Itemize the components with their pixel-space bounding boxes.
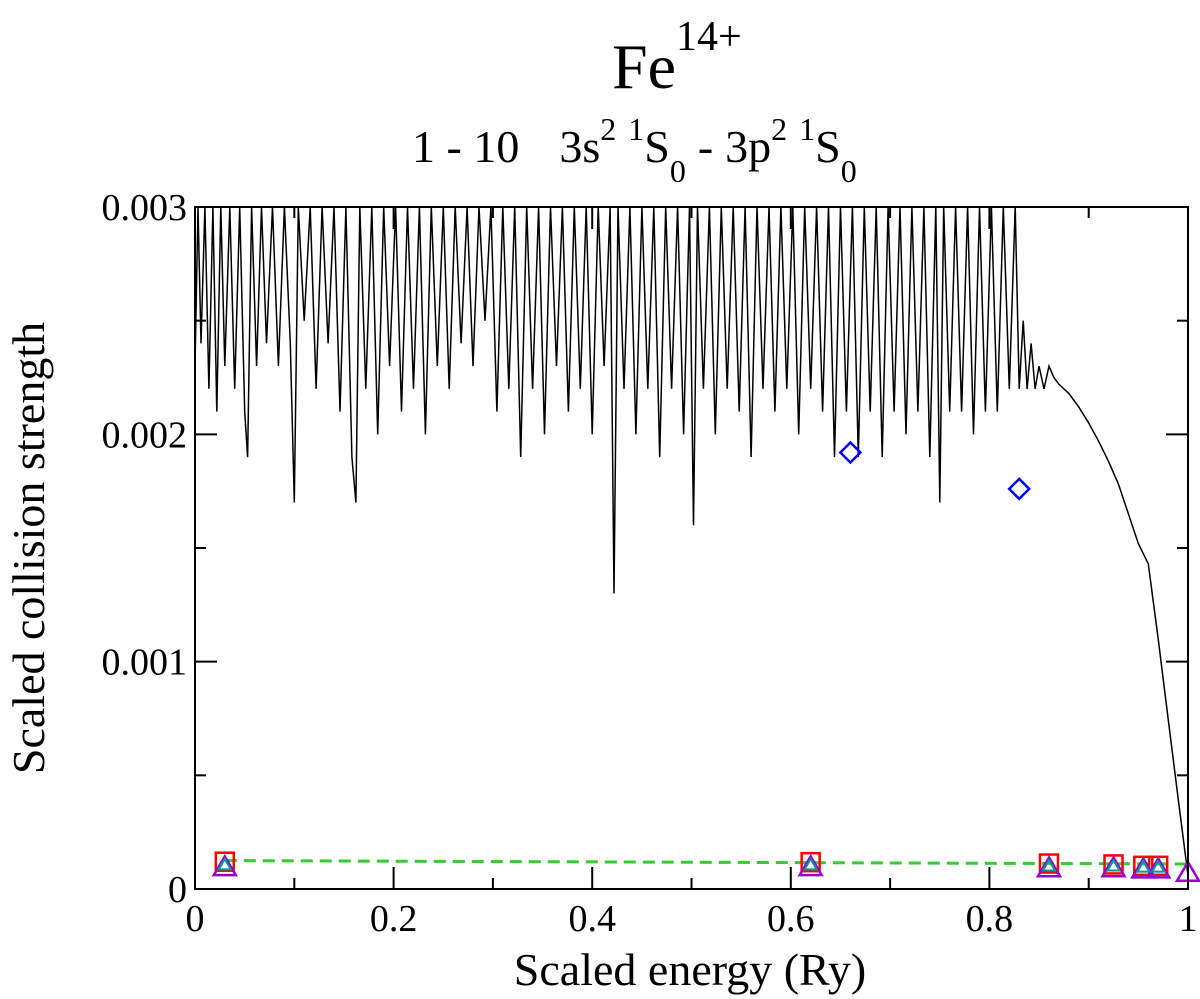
x-tick-label: 0.6	[767, 898, 815, 940]
x-tick-label: 0.8	[966, 898, 1014, 940]
x-tick-label: 0.2	[370, 898, 418, 940]
square-point	[800, 851, 821, 873]
triangle-point	[211, 853, 238, 877]
triangle-point	[1145, 856, 1172, 879]
dashed-series-line	[224, 859, 1188, 866]
small-triangle-point	[217, 857, 233, 871]
y-axis-title: Scaled collision strength	[3, 322, 54, 774]
axis-ticks: 0 0.2 0.4 0.6 0.8 1 0 0.001 0.002 0.003	[102, 187, 1198, 940]
x-tick-label: 0	[186, 898, 205, 940]
resonance-series-line	[195, 207, 1188, 876]
y-tick-label: 0.001	[102, 642, 188, 684]
x-tick-label: 0.4	[568, 898, 616, 940]
triangle-point	[1100, 855, 1127, 878]
x-tick-label: 1	[1179, 898, 1198, 940]
y-tick-label: 0.002	[102, 414, 188, 456]
y-tick-label: 0	[168, 869, 187, 911]
chart-subtitle: 1 - 10 3s2 1S0-3p2 1S0	[412, 111, 857, 189]
x-axis-title: Scaled energy (Ry)	[514, 944, 866, 995]
diamond-point	[838, 440, 863, 465]
small-triangle-point	[1105, 858, 1122, 872]
plot-area	[195, 207, 1200, 883]
small-triangle-point	[1041, 858, 1057, 872]
chart-title: Fe14+	[612, 14, 742, 102]
triangle-point	[1035, 855, 1063, 878]
small-triangle-point	[1135, 859, 1152, 873]
square-point	[1038, 853, 1060, 874]
triangle-point	[797, 853, 824, 877]
diamond-point	[1007, 477, 1031, 501]
triangle-point	[1130, 856, 1157, 879]
small-triangle-point	[802, 857, 819, 871]
y-tick-label: 0.003	[102, 187, 188, 229]
small-triangle-point	[1150, 859, 1166, 873]
square-point	[214, 851, 236, 872]
